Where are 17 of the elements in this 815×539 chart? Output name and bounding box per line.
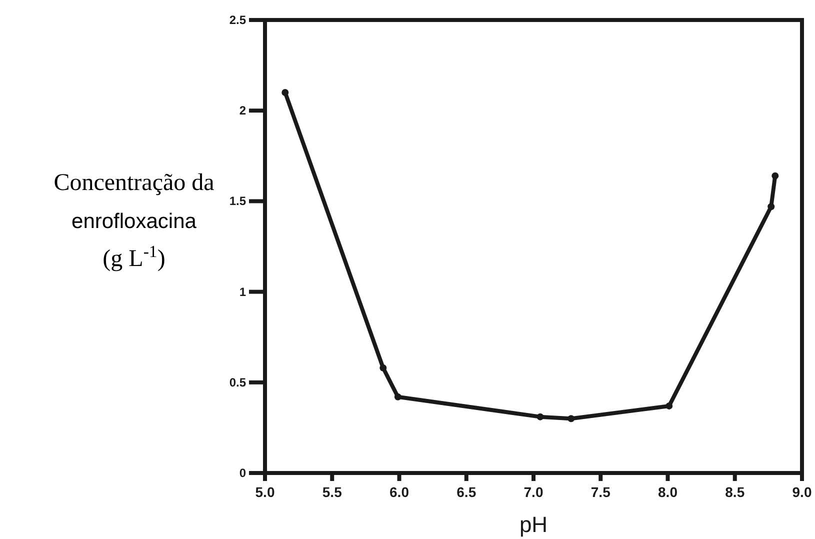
y-tick-label: 1 [239, 284, 246, 299]
y-tick-label: 2 [239, 104, 246, 118]
x-tick-label: 7.5 [590, 484, 611, 500]
x-tick-label: 8.5 [725, 484, 745, 500]
y-tick-label: 1.5 [229, 194, 246, 208]
x-tick-label: 6.5 [456, 484, 476, 500]
y-tick-label: 2.5 [229, 13, 246, 27]
x-tick-label: 9.0 [792, 484, 812, 500]
x-tick-label: 7.0 [524, 484, 544, 500]
x-axis-title: pH [519, 512, 548, 537]
x-tick-label: 8.0 [658, 484, 678, 500]
y-tick-label: 0 [239, 466, 246, 480]
y-tick-label: 0.5 [229, 375, 246, 390]
x-tick-label: 6.0 [390, 484, 410, 500]
x-tick-label: 5.5 [322, 484, 342, 500]
y-axis-title: Concentração da enrofloxacina (g L$^{-1}$) [54, 170, 215, 272]
x-tick-label: 5.0 [255, 484, 275, 500]
